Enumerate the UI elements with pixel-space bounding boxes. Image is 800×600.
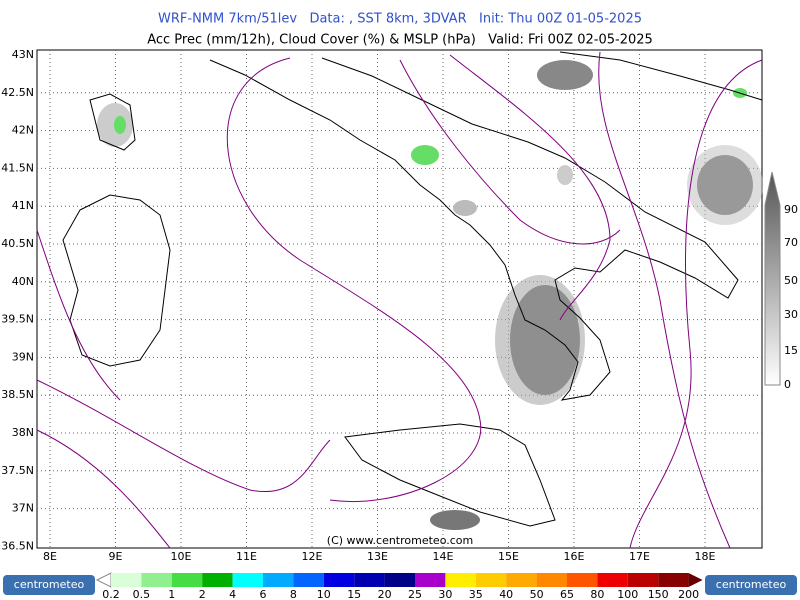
color-swatch	[506, 573, 537, 587]
precip-label: 200	[678, 588, 699, 600]
copyright: (C) www.centrometeo.com	[327, 534, 473, 547]
graticule	[37, 50, 762, 548]
cloud-label: 50	[784, 274, 798, 287]
lat-label: 37.5N	[1, 464, 34, 477]
cloud-label: 0	[784, 378, 791, 391]
lon-label: 14E	[433, 550, 454, 563]
precip-label: 10	[317, 588, 331, 600]
color-swatch	[627, 573, 659, 587]
lon-label: 17E	[629, 550, 650, 563]
precip-label: 100	[617, 588, 638, 600]
lon-label: 10E	[171, 550, 192, 563]
color-swatch	[384, 573, 415, 587]
lon-label: 8E	[43, 550, 57, 563]
lat-label: 40.5N	[1, 237, 34, 250]
lat-label: 41.5N	[1, 161, 34, 174]
cloud-label: 90	[784, 203, 798, 216]
logo-right	[705, 575, 797, 595]
map-frame	[36, 49, 763, 549]
color-swatch	[354, 573, 385, 587]
color-swatch	[658, 573, 689, 587]
clouds	[97, 60, 763, 530]
precip-legend: 0.2 0.5 1 2 4 6 8 10 15 20 25 30 35 40 50 65 80 100 150 200	[95, 572, 703, 600]
arrow-right	[688, 573, 703, 587]
lat-label: 42.5N	[1, 86, 34, 99]
color-swatch	[171, 573, 203, 587]
color-swatch	[141, 573, 172, 587]
color-swatch	[323, 573, 355, 587]
lat-label: 36.5N	[1, 539, 34, 552]
color-swatch	[415, 573, 446, 587]
color-swatch	[597, 573, 628, 587]
lon-label: 13E	[367, 550, 388, 563]
title-line-2: Acc Prec (mm/12h), Cloud Cover (%) & MSL…	[147, 33, 653, 48]
color-swatch	[111, 573, 142, 587]
precip-label: 65	[560, 588, 574, 600]
cloud-label: 70	[784, 236, 798, 249]
lon-label: 9E	[109, 550, 123, 563]
precip-label: 8	[290, 588, 297, 600]
logo-text: centrometeo	[716, 578, 787, 591]
precip-label: 20	[378, 588, 392, 600]
lat-label: 38.5N	[1, 388, 34, 401]
precip-label: 50	[530, 588, 544, 600]
precip-label: 35	[469, 588, 483, 600]
color-swatch	[567, 573, 598, 587]
precip-label: 4	[229, 588, 236, 600]
lat-label: 41N	[12, 199, 34, 212]
precip-label: 25	[408, 588, 422, 600]
precip-label: 15	[347, 588, 361, 600]
title-line-1: WRF-NMM 7km/51lev Data: , SST 8km, 3DVAR…	[158, 12, 642, 27]
logo-text: centrometeo	[14, 578, 85, 591]
lat-label: 38N	[12, 426, 34, 439]
precip-label: 2	[199, 588, 206, 600]
lat-label: 39.5N	[1, 313, 34, 326]
cloud-label: 15	[784, 344, 798, 357]
lat-label: 42N	[12, 124, 34, 137]
precip-label: 150	[648, 588, 669, 600]
precip-label: 1	[168, 588, 175, 600]
lat-label: 37N	[12, 502, 34, 515]
precip-label: 0.5	[133, 588, 151, 600]
color-swatch	[293, 573, 324, 587]
color-swatch	[536, 573, 567, 587]
lat-label: 43N	[12, 48, 34, 61]
precip-label: 40	[499, 588, 513, 600]
lon-label: 12E	[302, 550, 323, 563]
precip-label: 0.2	[102, 588, 120, 600]
precip-label: 30	[438, 588, 452, 600]
lat-label: 40N	[12, 275, 34, 288]
lon-label: 15E	[498, 550, 519, 563]
lon-label: 11E	[236, 550, 257, 563]
color-swatch	[475, 573, 507, 587]
precip-label: 80	[590, 588, 604, 600]
logo-left	[3, 575, 95, 595]
color-swatch	[202, 573, 233, 587]
color-swatch	[445, 573, 476, 587]
color-swatch	[263, 573, 294, 587]
lon-label: 16E	[564, 550, 585, 563]
lat-label: 39N	[12, 350, 34, 363]
cloud-legend	[764, 171, 781, 386]
color-swatch	[232, 573, 263, 587]
coastlines	[62, 51, 763, 527]
isobars	[36, 51, 763, 549]
cloud-label: 30	[784, 308, 798, 321]
lon-label: 18E	[695, 550, 716, 563]
precip-label: 6	[260, 588, 267, 600]
